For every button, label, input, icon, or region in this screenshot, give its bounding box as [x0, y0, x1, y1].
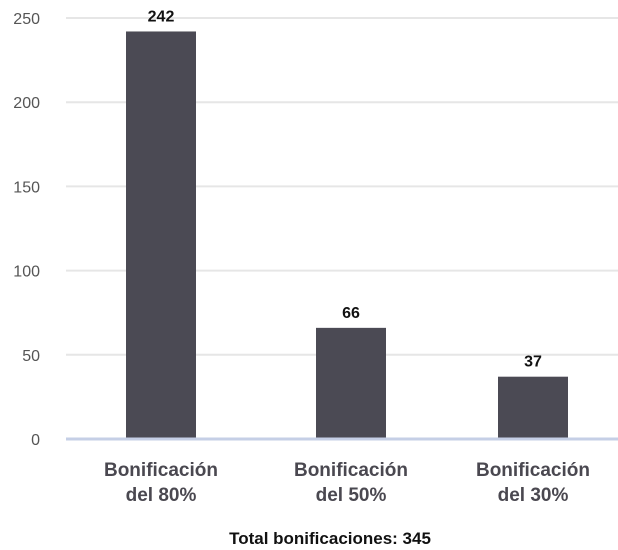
bar: [126, 31, 196, 440]
bar: [498, 376, 568, 439]
y-tick-label: 150: [13, 179, 40, 196]
x-tick-label: Bonificación: [476, 460, 590, 481]
data-labels: 242 66 37: [148, 8, 542, 370]
x-tick-label: Bonificación: [294, 460, 408, 481]
data-label: 37: [524, 354, 542, 371]
y-tick-label: 200: [13, 95, 40, 112]
x-tick-label: del 80%: [126, 485, 197, 506]
data-label: 242: [148, 8, 175, 25]
y-tick-label: 0: [31, 432, 40, 449]
data-label: 66: [342, 305, 360, 322]
y-tick-label: 50: [22, 348, 40, 365]
bars: [126, 31, 568, 440]
total-label: Total bonificaciones: 345: [229, 529, 431, 548]
y-tick-label: 100: [13, 264, 40, 281]
y-axis-ticks: 0 50 100 150 200 250: [13, 11, 40, 449]
category-labels: Bonificación del 80% Bonificación del 50% Bo…: [104, 460, 590, 506]
x-tick-label: del 30%: [498, 485, 569, 506]
y-tick-label: 250: [13, 11, 40, 28]
bar: [316, 327, 386, 439]
x-tick-label: Bonificación: [104, 460, 218, 481]
x-tick-label: del 50%: [316, 485, 387, 506]
